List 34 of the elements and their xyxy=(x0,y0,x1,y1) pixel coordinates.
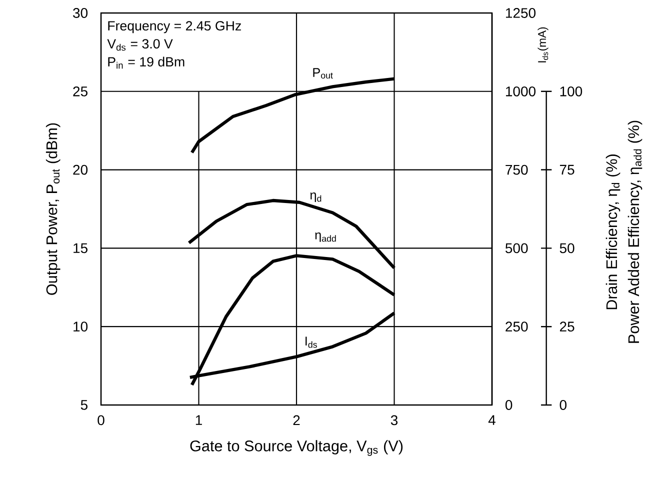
series-label: η$_{d}$ xyxy=(310,192,322,202)
y3-tick-label: 50 xyxy=(560,243,574,254)
y2-tick-label: 1000 xyxy=(506,86,536,96)
y-tick-label: 25 xyxy=(73,86,88,96)
y3-tick-label: 100 xyxy=(560,86,582,96)
y-tick-label: 5 xyxy=(80,400,88,410)
annotation: Frequency = 2.45 GHz xyxy=(108,21,241,34)
y2-tick-label: 250 xyxy=(506,322,528,332)
y-tick-label: 15 xyxy=(74,243,88,254)
x-tick-label: 0 xyxy=(98,415,104,426)
y-axis-title: Output Power, P$_{out}$ (dBm) xyxy=(46,123,60,295)
y-tick-label: 30 xyxy=(73,8,88,18)
y2-tick-label: 750 xyxy=(506,164,528,175)
y2-tick-label: 0 xyxy=(505,400,512,410)
y3-tick-label: 0 xyxy=(560,400,566,410)
series-label: I$_{ds}$ xyxy=(306,336,317,348)
y3-tick-label: 75 xyxy=(560,164,574,175)
y2-tick-label: 500 xyxy=(506,243,528,254)
series-label: P$_{out}$ xyxy=(313,68,333,79)
y3-tick-label: 25 xyxy=(560,322,574,332)
x-tick-label: 1 xyxy=(196,415,202,425)
y2-axis-title: I$_{ds}$(mA) xyxy=(538,27,548,62)
x-tick-label: 3 xyxy=(390,415,398,426)
x-tick-label: 2 xyxy=(293,415,300,426)
x-axis-title: Gate to Source Voltage, V$_{gs}$ (V) xyxy=(190,440,403,456)
text: Power Added Efficiency, η$_{add}$ (%) xyxy=(628,120,642,343)
text: Drain Efficiency, η$_{d}$ (%) xyxy=(606,154,620,310)
annotation: P$_{in}$ = 19 dBm xyxy=(108,56,184,69)
x-tick-label: 4 xyxy=(488,415,496,425)
series-label: η$_{add}$ xyxy=(315,232,336,242)
y2-tick-label: 1250 xyxy=(506,8,536,18)
annotation: V$_{ds}$ = 3.0 V xyxy=(107,39,173,51)
y-tick-label: 10 xyxy=(74,322,88,332)
y-tick-label: 20 xyxy=(73,164,88,175)
